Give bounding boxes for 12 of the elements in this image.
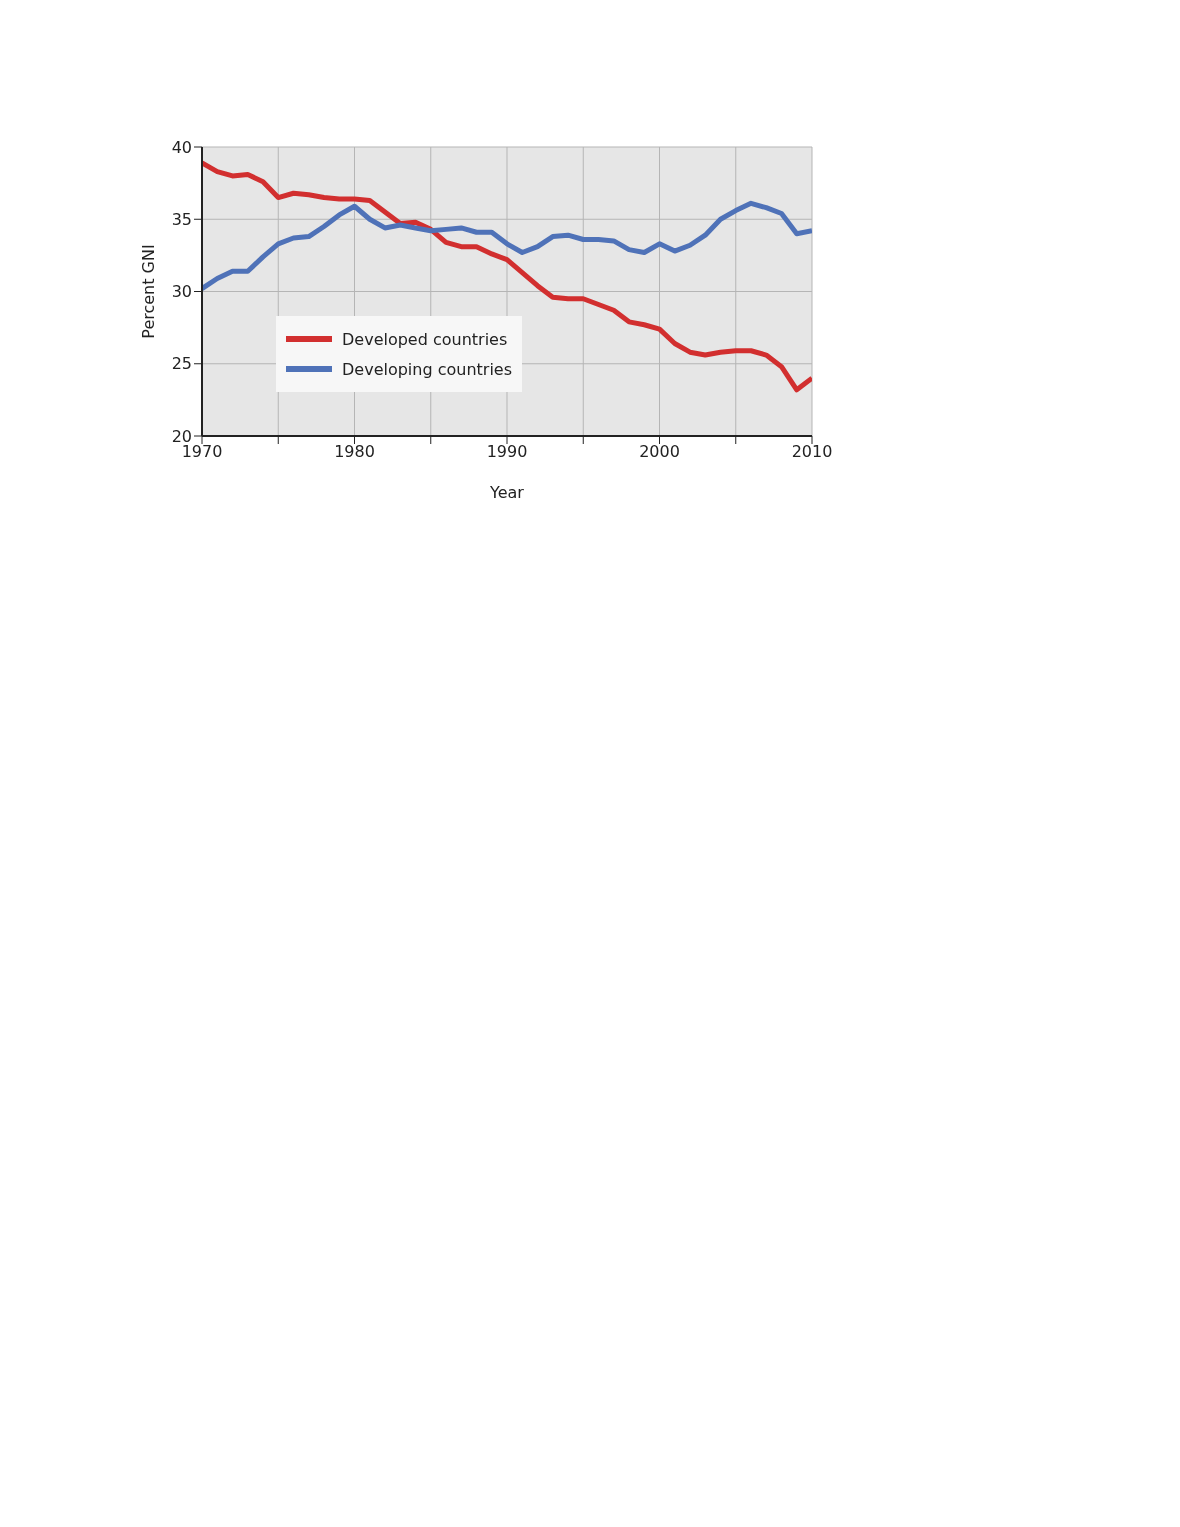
x-tick-label: 2010: [791, 442, 833, 462]
legend-label: Developing countries: [342, 359, 513, 379]
y-tick-label: 30: [171, 282, 192, 302]
y-tick-label: 35: [171, 209, 192, 229]
legend-label: Developed countries: [342, 329, 508, 349]
y-tick-label: 25: [171, 354, 192, 374]
x-axis-title: Year: [489, 483, 525, 502]
x-tick-label: 2000: [639, 442, 680, 462]
x-tick-label: 1980: [334, 442, 375, 462]
y-tick-label: 40: [171, 137, 192, 157]
y-axis-title: Percent GNI: [138, 244, 158, 339]
x-tick-label: 1990: [486, 442, 528, 462]
